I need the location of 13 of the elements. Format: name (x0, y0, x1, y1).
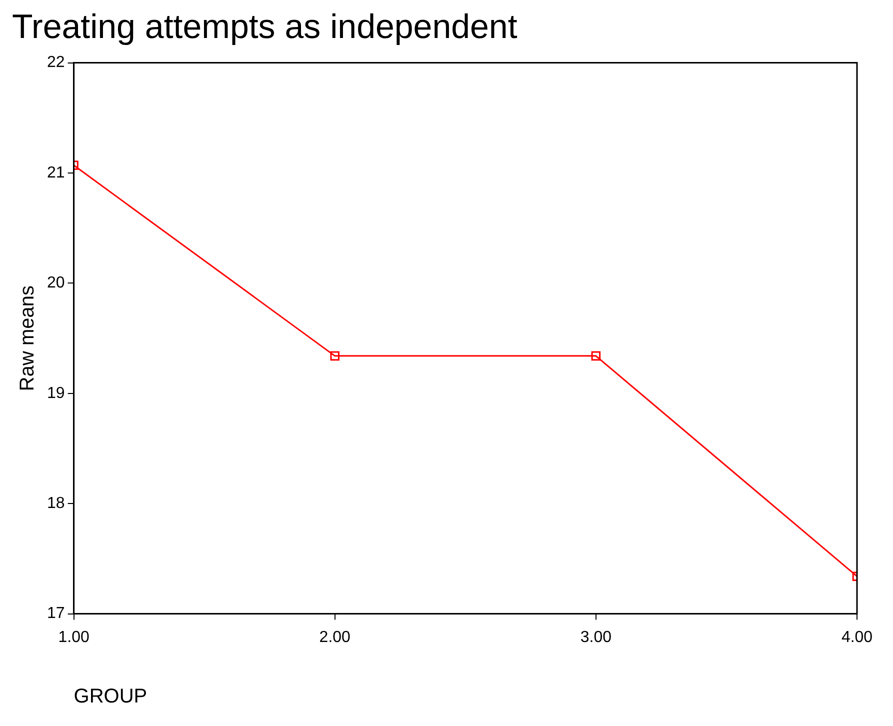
y-tick-label: 18 (47, 495, 65, 512)
y-tick-label: 17 (47, 605, 65, 622)
y-tick-label: 19 (47, 384, 65, 402)
chart-title: Treating attempts as independent (12, 8, 518, 46)
x-axis-title: GROUP (74, 686, 148, 708)
y-tick-label: 21 (47, 164, 65, 182)
x-tick-label: 3.00 (580, 628, 612, 646)
x-tick-label: 2.00 (319, 628, 351, 646)
y-tick-label: 22 (47, 54, 65, 72)
y-axis-title: Raw means (16, 285, 39, 392)
y-tick-label: 20 (47, 274, 65, 292)
x-tick-label: 4.00 (841, 628, 873, 646)
x-tick-label: 1.00 (58, 628, 90, 646)
